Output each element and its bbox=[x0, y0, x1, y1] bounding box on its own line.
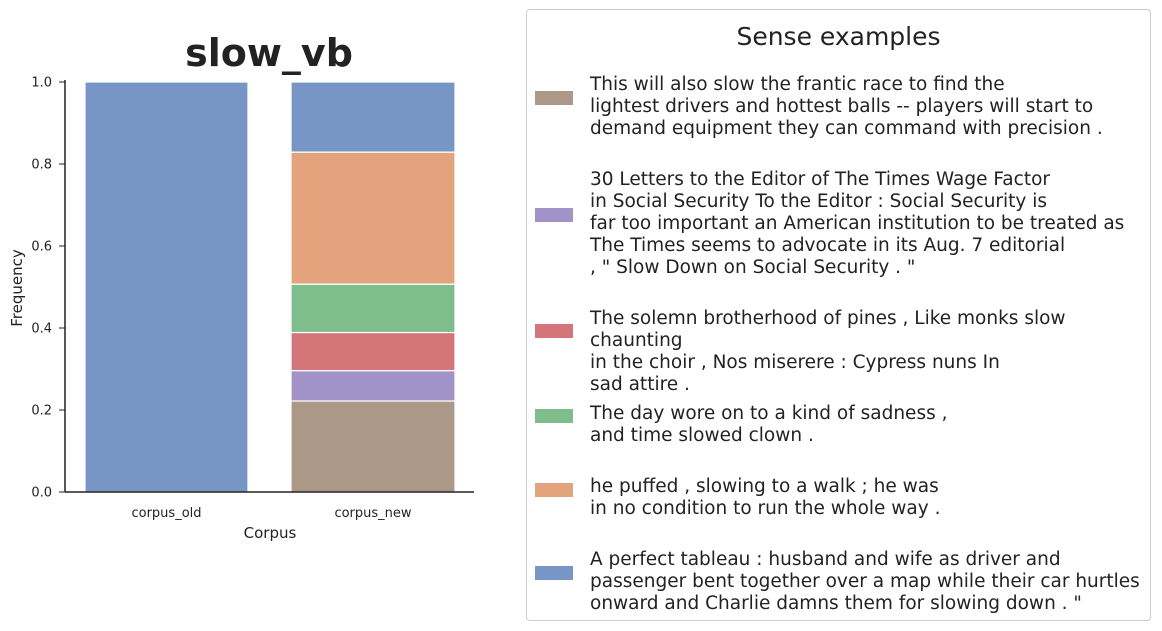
legend-title: Sense examples bbox=[736, 22, 941, 51]
legend-swatch bbox=[535, 409, 573, 423]
y-tick-label: 0.0 bbox=[31, 486, 52, 501]
y-axis-ticks: 0.0 0.2 0.4 0.6 0.8 1.0 bbox=[31, 76, 65, 501]
y-tick-label: 0.6 bbox=[31, 240, 52, 255]
bars-group bbox=[84, 81, 456, 493]
bar-segment bbox=[290, 81, 456, 153]
legend-swatch bbox=[535, 91, 573, 105]
y-tick-label: 0.8 bbox=[31, 158, 52, 173]
x-axis-ticks: corpus_old corpus_new bbox=[131, 506, 411, 521]
legend-swatch bbox=[535, 208, 573, 222]
bar-segment bbox=[290, 331, 456, 372]
legend-entry-text: he puffed , slowing to a walk ; he was i… bbox=[590, 476, 941, 519]
legend-swatch bbox=[535, 324, 573, 338]
x-tick-label: corpus_old bbox=[131, 506, 201, 521]
stacked-bar-chart: slow_vb 0.00.20.40.60.81.0 corpus_old cor… bbox=[8, 31, 474, 542]
legend-entry-text: This will also slow the frantic race to … bbox=[590, 74, 1103, 139]
bar-segment bbox=[290, 400, 456, 493]
bar-segment bbox=[290, 151, 456, 285]
bar-segment bbox=[290, 370, 456, 402]
legend-entry-text: The day wore on to a kind of sadness , a… bbox=[590, 403, 948, 446]
chart-title: slow_vb bbox=[185, 31, 353, 75]
legend-entry-text: A perfect tableau : husband and wife as … bbox=[590, 549, 1140, 614]
legend-entry-text: The solemn brotherhood of pines , Like m… bbox=[590, 308, 1066, 395]
y-tick-label: 1.0 bbox=[31, 76, 52, 91]
x-tick-label: corpus_new bbox=[334, 506, 411, 521]
bar-segment bbox=[290, 283, 456, 334]
y-tick-label: 0.2 bbox=[31, 404, 52, 419]
bar-segment bbox=[84, 81, 249, 493]
y-tick-label: 0.4 bbox=[31, 322, 52, 337]
legend-entry-text: 30 Letters to the Editor of The Times Wa… bbox=[590, 169, 1125, 278]
legend-swatch bbox=[535, 566, 573, 580]
y-axis-label: Frequency bbox=[8, 249, 26, 327]
x-axis-label: Corpus bbox=[244, 524, 297, 542]
legend: Sense examples This will also slow the f… bbox=[526, 9, 1151, 621]
legend-swatch bbox=[535, 483, 573, 497]
